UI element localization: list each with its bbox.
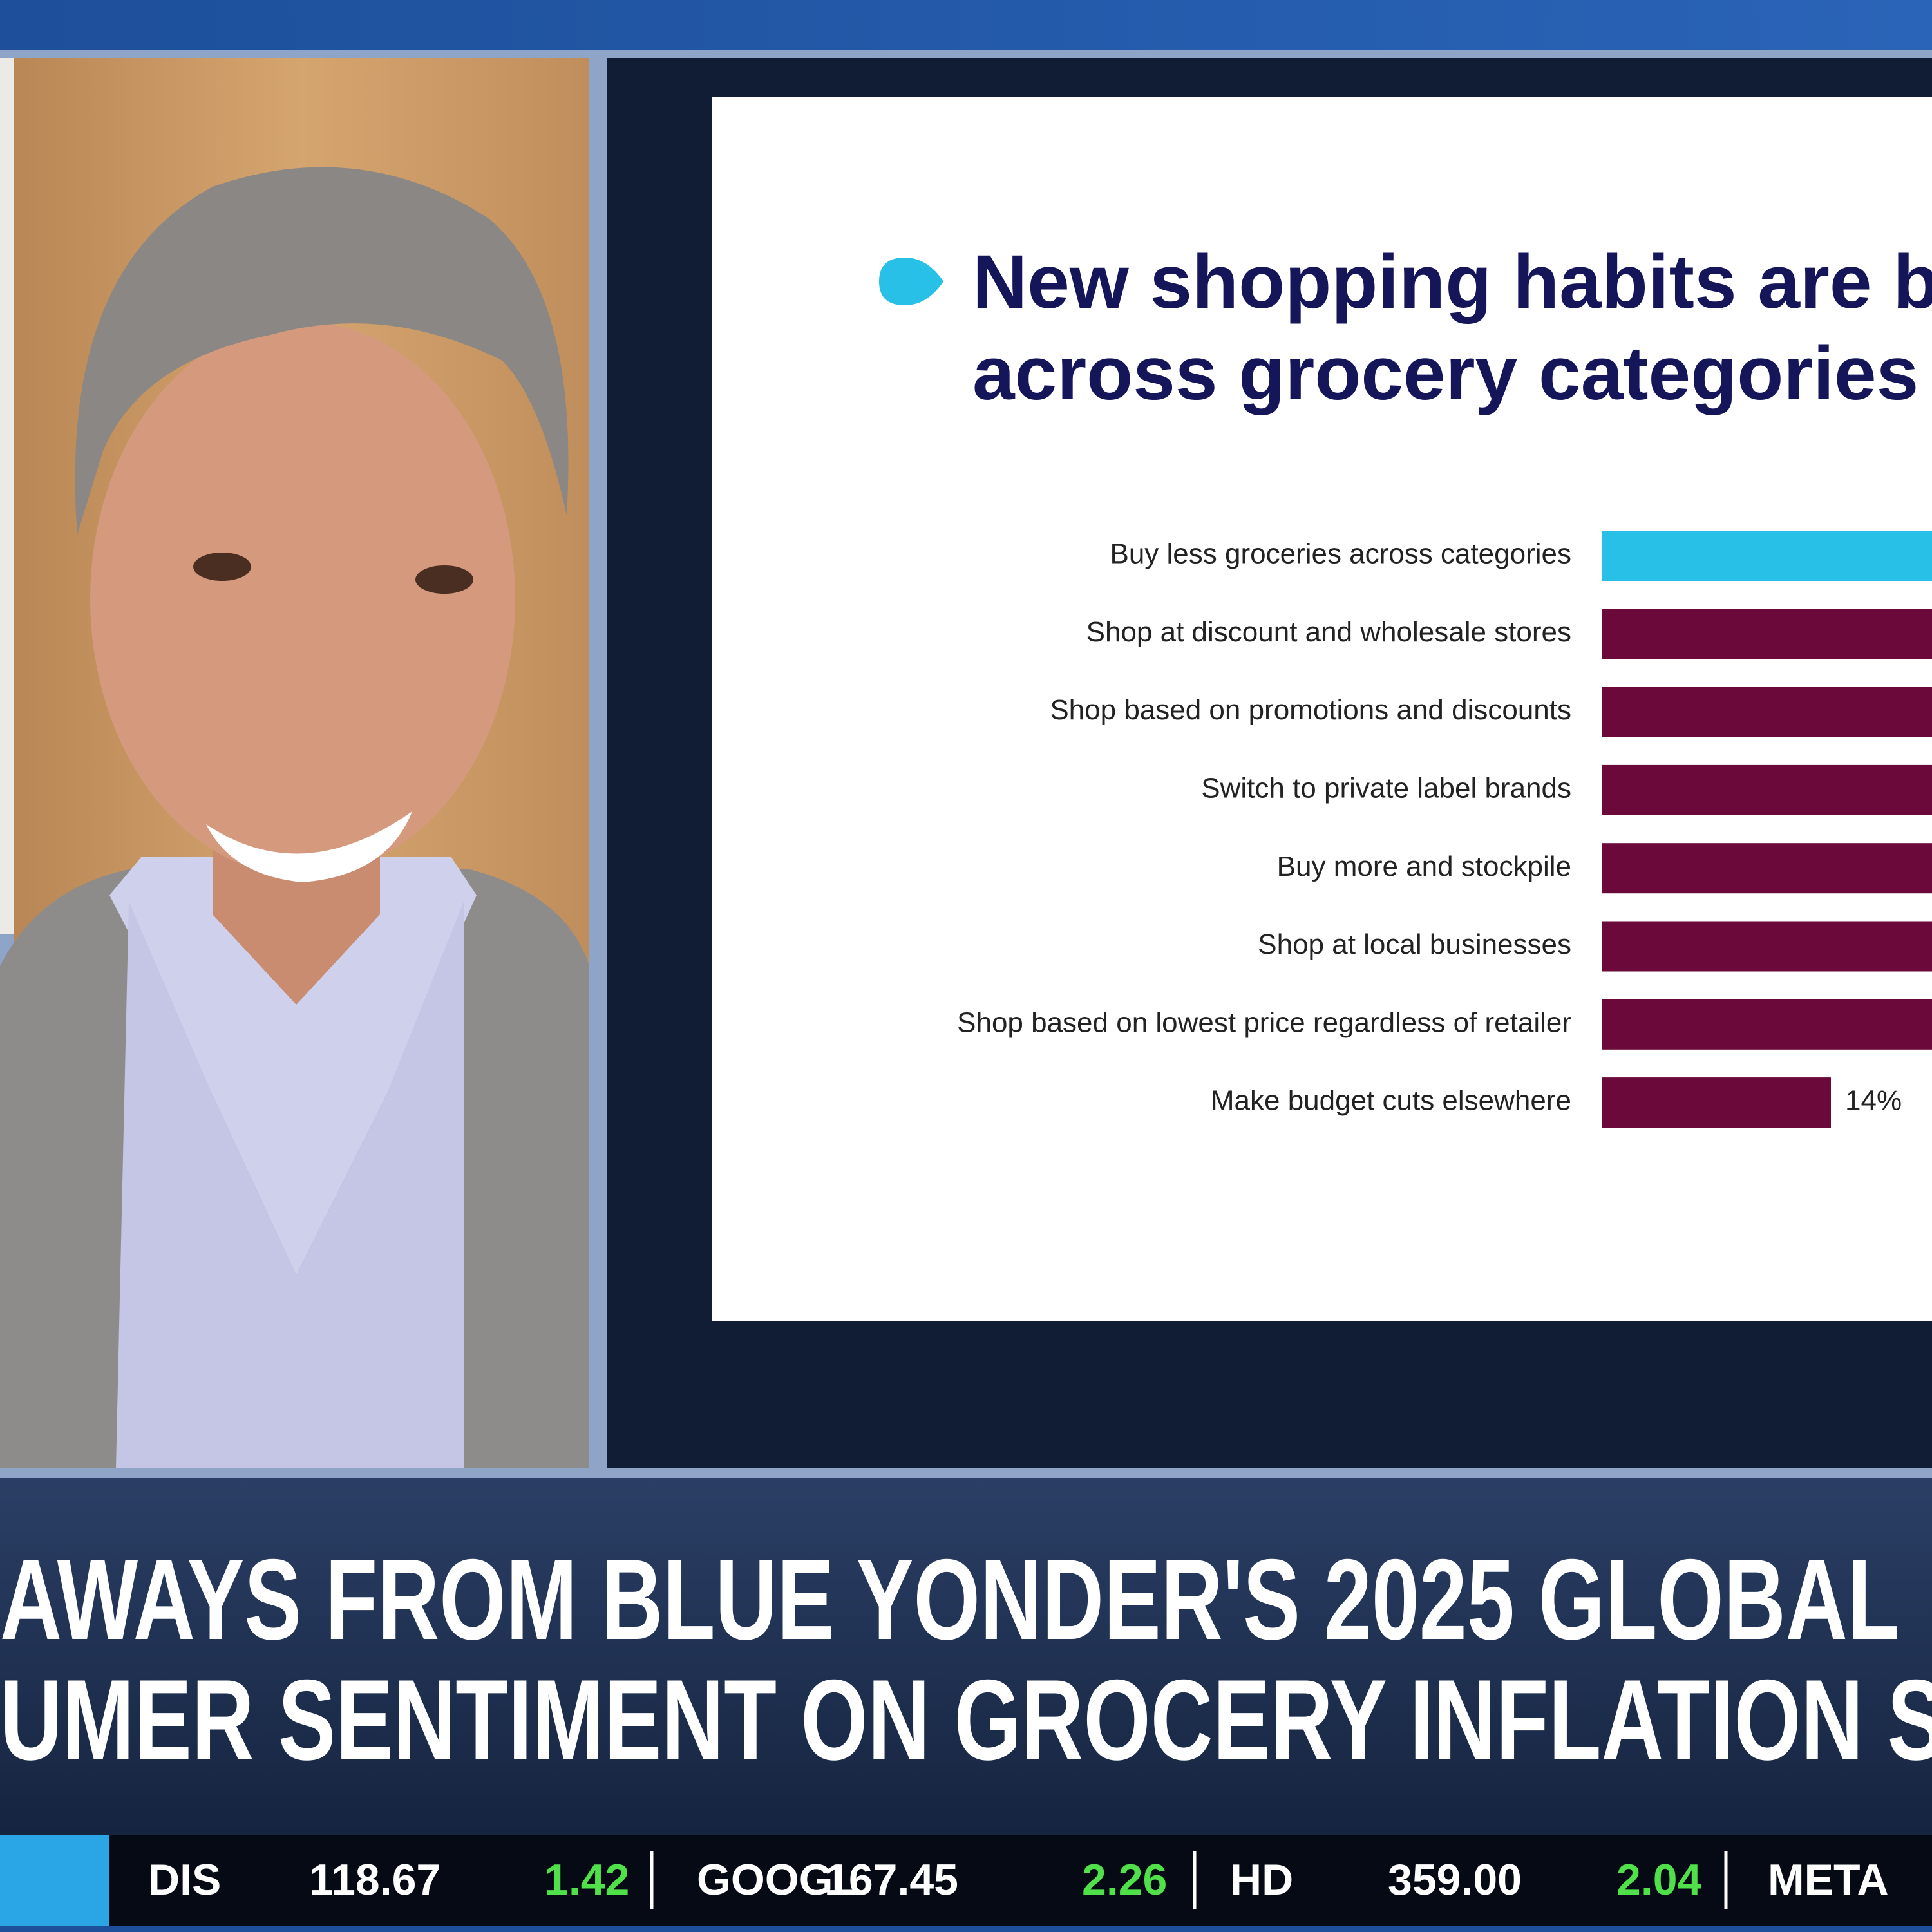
ticker-change: 2.26 [1082, 1855, 1167, 1904]
bar [1602, 531, 1932, 581]
ticker-logo [0, 1835, 109, 1926]
bar-label: Shop based on lowest price regardless of… [957, 1007, 1571, 1038]
chyron-band [0, 1475, 1932, 1835]
bar [1602, 843, 1932, 894]
eye [193, 553, 251, 581]
bottom-bar [0, 1926, 1932, 1932]
eye [415, 565, 473, 594]
presenter [0, 167, 589, 1468]
bar-chart: Buy less groceries across categories Shop… [957, 531, 1932, 1128]
bar-label: Shop at discount and wholesale stores [1086, 616, 1571, 648]
slide-icon [879, 258, 943, 305]
bar [1602, 999, 1932, 1050]
slide-title: New shopping habits are be [972, 240, 1932, 325]
bar-label: Make budget cuts elsewhere [1211, 1085, 1571, 1117]
bar-label: Buy less groceries across categories [1110, 538, 1571, 570]
shirt-front [116, 902, 464, 1468]
value-label: 14% [1845, 1085, 1902, 1117]
ticker-change: 2.04 [1616, 1855, 1702, 1904]
ticker-price: 167.45 [824, 1855, 958, 1904]
ticker-bar [0, 1835, 1932, 1926]
slide-title: across grocery categories [972, 331, 1918, 416]
ticker-symbol: HD [1230, 1855, 1293, 1904]
ticker-change: 1.42 [544, 1855, 629, 1904]
wall-edge [0, 58, 14, 934]
bar [1602, 764, 1932, 815]
bar [1602, 609, 1932, 659]
bar-label: Shop based on promotions and discounts [1050, 694, 1571, 726]
face [90, 322, 515, 876]
bar-label: Switch to private label brands [1201, 773, 1571, 804]
bar [1602, 1077, 1831, 1128]
hair [75, 167, 569, 535]
ticker-symbol: META [1768, 1855, 1889, 1904]
top-bar [0, 0, 1932, 50]
headline: UMER SENTIMENT ON GROCERY INFLATION S [0, 1656, 1932, 1784]
shirt [109, 857, 477, 1275]
bar [1602, 921, 1932, 972]
bar-label: Buy more and stockpile [1277, 851, 1571, 882]
bar [1602, 687, 1932, 737]
smile [206, 811, 412, 882]
bar-label: Shop at local businesses [1258, 929, 1571, 960]
ticker-price: 359.00 [1388, 1855, 1522, 1904]
ticker-symbol: GOOGL [697, 1855, 860, 1904]
headline: AWAYS FROM BLUE YONDER'S 2025 GLOBAL [0, 1535, 1900, 1663]
ticker-symbol: DIS [148, 1855, 221, 1904]
ticker-price: 118.67 [309, 1855, 440, 1904]
